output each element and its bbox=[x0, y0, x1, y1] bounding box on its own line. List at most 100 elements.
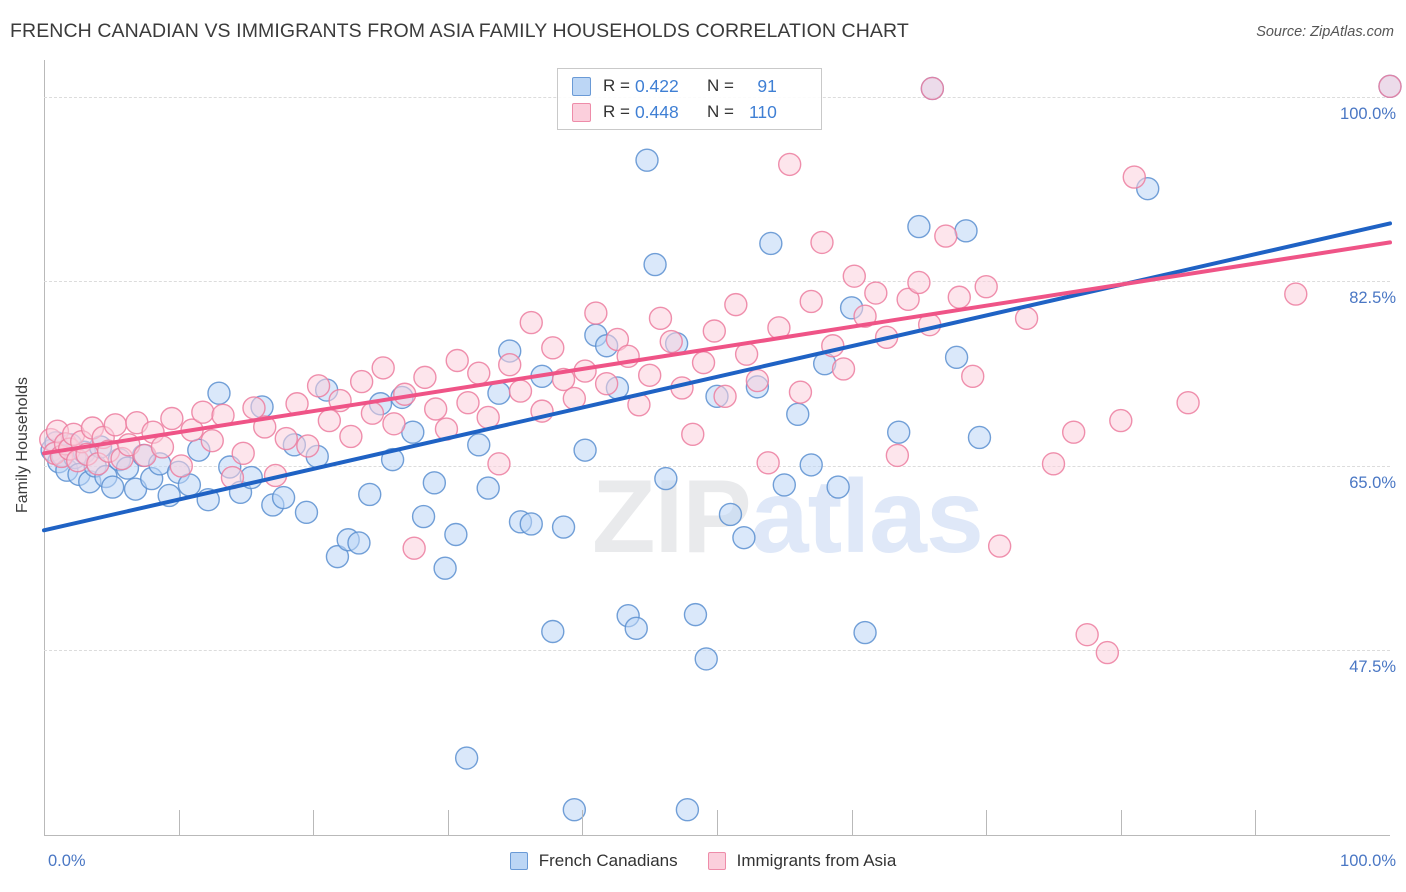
data-point bbox=[810, 230, 834, 255]
data-point bbox=[274, 426, 298, 451]
data-point bbox=[675, 797, 700, 822]
data-point bbox=[777, 152, 802, 177]
y-axis-tick-label: 65.0% bbox=[1349, 473, 1396, 492]
data-point bbox=[467, 433, 491, 457]
series-legend: French Canadians Immigrants from Asia bbox=[0, 851, 1406, 871]
x-axis-tick bbox=[717, 810, 718, 835]
data-point bbox=[382, 412, 406, 436]
data-point bbox=[562, 797, 587, 822]
data-point bbox=[1041, 452, 1066, 476]
data-point bbox=[150, 435, 175, 459]
data-point bbox=[456, 390, 480, 415]
data-point bbox=[643, 252, 667, 277]
data-point bbox=[831, 357, 856, 381]
legend-label-french-canadians: French Canadians bbox=[538, 851, 678, 870]
data-point bbox=[454, 746, 479, 770]
x-axis-tick bbox=[313, 810, 315, 835]
data-point bbox=[732, 525, 756, 550]
data-point bbox=[584, 301, 608, 325]
data-point bbox=[1014, 306, 1039, 331]
x-axis-tick bbox=[851, 810, 853, 835]
r-value-blue: 0.422 bbox=[634, 75, 679, 96]
legend-item-immigrants-from-asia[interactable]: Immigrants from Asia bbox=[707, 851, 896, 871]
x-axis-label-min: 0.0% bbox=[48, 852, 86, 870]
series-points-immigrants-from-asia bbox=[39, 74, 1402, 665]
data-point bbox=[896, 287, 920, 312]
data-point bbox=[296, 434, 320, 458]
data-point bbox=[759, 231, 783, 256]
data-point bbox=[402, 536, 426, 560]
stats-legend-row-french-canadians: R = 0.422 N = 91 bbox=[572, 73, 777, 99]
data-point bbox=[380, 447, 405, 472]
data-point bbox=[541, 336, 565, 360]
legend-item-french-canadians[interactable]: French Canadians bbox=[509, 851, 678, 871]
data-point bbox=[694, 647, 718, 671]
data-point bbox=[702, 319, 727, 343]
data-point bbox=[476, 476, 500, 500]
data-point bbox=[974, 274, 998, 299]
data-point bbox=[724, 292, 748, 317]
data-point bbox=[422, 471, 447, 495]
data-point bbox=[681, 422, 705, 447]
data-point bbox=[487, 381, 511, 405]
data-point bbox=[360, 401, 385, 425]
data-point bbox=[826, 475, 850, 499]
data-point bbox=[191, 400, 215, 424]
data-point bbox=[907, 214, 931, 239]
data-point bbox=[371, 356, 395, 380]
data-point bbox=[864, 281, 888, 305]
data-point bbox=[885, 443, 910, 468]
data-point bbox=[519, 310, 543, 335]
data-point bbox=[961, 364, 985, 389]
data-point bbox=[294, 500, 319, 525]
data-point bbox=[423, 397, 448, 421]
data-point bbox=[691, 350, 716, 375]
data-point bbox=[944, 345, 969, 370]
data-point bbox=[638, 363, 662, 387]
data-point bbox=[734, 342, 759, 366]
data-point bbox=[920, 76, 945, 101]
data-point bbox=[433, 556, 457, 580]
data-point bbox=[541, 619, 565, 644]
y-axis-tick-label: 82.5% bbox=[1349, 289, 1396, 308]
x-axis-tick bbox=[1120, 810, 1122, 835]
data-point bbox=[907, 270, 931, 295]
data-point bbox=[772, 473, 796, 497]
n-value-blue: 91 bbox=[757, 75, 777, 96]
stats-legend: R = 0.422 N = 91 R = 0.448 N = 110 bbox=[557, 68, 822, 130]
x-axis-tick bbox=[582, 810, 584, 835]
data-point bbox=[358, 482, 382, 507]
data-point bbox=[967, 425, 992, 450]
x-axis-tick bbox=[986, 810, 988, 835]
data-point bbox=[659, 329, 683, 354]
data-point bbox=[551, 515, 576, 539]
y-axis-tick-label: 47.5% bbox=[1349, 658, 1396, 677]
stats-legend-row-immigrants-from-asia: R = 0.448 N = 110 bbox=[572, 99, 777, 125]
legend-marker-blue-icon bbox=[509, 852, 528, 870]
data-point bbox=[718, 502, 743, 527]
r-label-blue: R = bbox=[603, 76, 630, 95]
data-point bbox=[1284, 282, 1308, 306]
n-label-blue: N = bbox=[706, 76, 734, 95]
x-axis-tick bbox=[1255, 810, 1257, 835]
data-point bbox=[271, 485, 296, 510]
data-point bbox=[347, 531, 371, 555]
gridline bbox=[44, 281, 1390, 283]
data-point bbox=[413, 365, 437, 390]
n-label-pink: N = bbox=[706, 102, 734, 121]
gridline bbox=[44, 465, 1390, 467]
data-point bbox=[231, 441, 255, 465]
data-point bbox=[853, 304, 877, 328]
data-point bbox=[103, 413, 128, 437]
data-point bbox=[624, 616, 648, 641]
data-point bbox=[200, 428, 224, 453]
data-point bbox=[1176, 390, 1200, 415]
data-point bbox=[519, 512, 543, 536]
data-point bbox=[339, 424, 363, 449]
trendline-immigrants-from-asia bbox=[42, 240, 1392, 456]
legend-swatch-blue-icon bbox=[572, 76, 591, 96]
plot-area: ZIPatlas bbox=[39, 60, 1402, 835]
gridline bbox=[44, 650, 1390, 652]
data-point bbox=[713, 384, 737, 409]
data-point bbox=[788, 380, 813, 404]
